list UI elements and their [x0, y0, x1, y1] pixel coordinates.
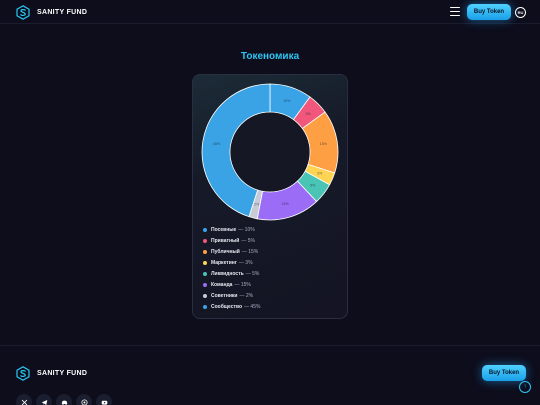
legend-label: Маркетинг — [211, 259, 237, 266]
slice-label: 2% — [254, 203, 260, 207]
brand-name: SANITY FUND — [37, 9, 88, 16]
page-title: Токеномика — [240, 51, 300, 62]
github-icon[interactable] — [76, 394, 92, 405]
legend-label: Публичный — [211, 248, 240, 255]
x-icon[interactable] — [16, 394, 32, 405]
legend-item: Сообщество — 45% — [203, 301, 260, 312]
legend-label: Сообщество — [211, 303, 243, 310]
slice-label: 15% — [320, 142, 328, 146]
menu-icon[interactable] — [450, 7, 460, 16]
donut-hole — [230, 112, 310, 192]
legend-value: — 3% — [238, 259, 253, 266]
legend-label: Приватный — [211, 237, 240, 244]
footer-brand-name: SANITY FUND — [37, 370, 88, 377]
tokenomics-card: 10% 5% 15% 3% 5% 15% 2% 45% Посевные — 10% Приват… — [192, 74, 348, 319]
legend-dot — [203, 293, 207, 298]
tokenomics-donut-chart: 10% 5% 15% 3% 5% 15% 2% 45% — [201, 83, 339, 221]
top-nav: SANITY FUND Buy Token RU — [0, 0, 540, 24]
legend-dot — [203, 304, 207, 309]
legend-value: — 2% — [239, 292, 254, 299]
legend-item: Приватный — 5% — [203, 235, 260, 246]
logo-icon — [16, 366, 30, 381]
legend-value: — 5% — [241, 237, 255, 244]
chart-legend: Посевные — 10% Приватный — 5% Публичный — 15%… — [203, 224, 260, 312]
legend-dot — [203, 260, 207, 265]
legend-label: Ликвидность — [211, 270, 244, 277]
buy-token-button[interactable]: Buy Token — [467, 4, 511, 20]
language-switch[interactable]: RU — [515, 7, 526, 18]
discord-icon[interactable] — [56, 394, 72, 405]
legend-label: Посевные — [211, 226, 237, 233]
legend-item: Публичный — 15% — [203, 246, 260, 257]
legend-item: Посевные — 10% — [203, 224, 260, 235]
brand-logo[interactable]: SANITY FUND — [16, 5, 87, 20]
social-links — [16, 394, 112, 405]
footer-divider — [0, 345, 540, 346]
telegram-icon[interactable] — [36, 394, 52, 405]
legend-value: — 15% — [241, 248, 259, 255]
legend-value: — 45% — [244, 303, 261, 310]
logo-icon — [16, 5, 30, 20]
legend-dot — [203, 282, 207, 287]
legend-item: Маркетинг — 3% — [203, 257, 260, 268]
youtube-icon[interactable] — [96, 394, 112, 405]
slice-label: 15% — [281, 202, 289, 206]
legend-dot — [203, 271, 207, 276]
legend-value: — 15% — [234, 281, 251, 288]
legend-item: Советники — 2% — [203, 290, 260, 301]
legend-value: — 10% — [238, 226, 255, 233]
donut-slice — [201, 83, 271, 218]
slice-label: 5% — [306, 112, 312, 116]
slice-label: 45% — [213, 142, 221, 146]
legend-value: — 5% — [245, 270, 260, 277]
footer-brand-logo[interactable]: SANITY FUND — [16, 366, 87, 381]
scroll-top-arrow-icon[interactable]: ↑ — [519, 381, 531, 393]
footer-buy-token-button[interactable]: Buy Token — [482, 365, 526, 381]
legend-item: Команда — 15% — [203, 279, 260, 290]
slice-label: 5% — [310, 183, 316, 187]
legend-item: Ликвидность — 5% — [203, 268, 260, 279]
legend-dot — [203, 249, 207, 254]
legend-label: Команда — [211, 281, 233, 288]
legend-label: Советники — [211, 292, 238, 299]
slice-label: 10% — [283, 99, 291, 103]
legend-dot — [203, 238, 207, 243]
legend-dot — [203, 227, 207, 232]
slice-label: 3% — [317, 172, 323, 176]
